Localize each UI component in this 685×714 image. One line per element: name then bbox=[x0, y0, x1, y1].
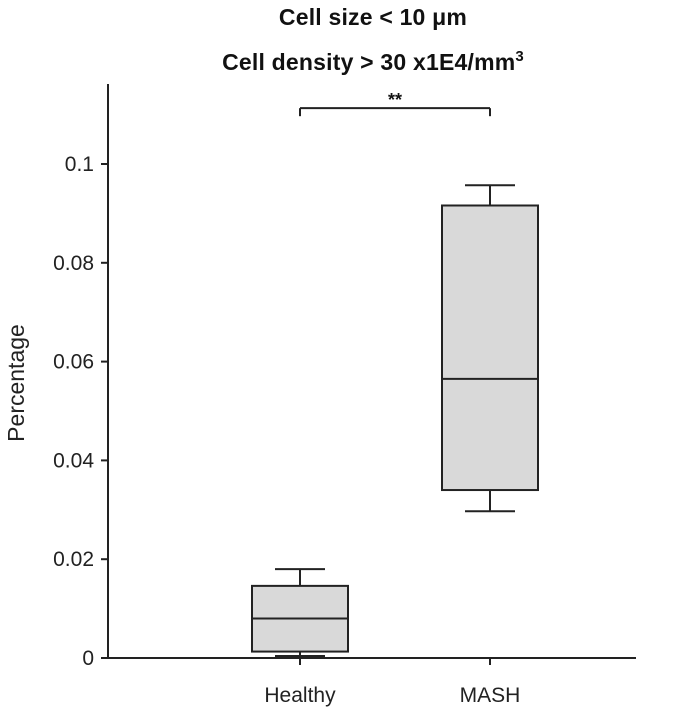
significance-bracket: ** bbox=[299, 90, 491, 117]
y-tick-label: 0.1 bbox=[65, 153, 94, 176]
y-tick-label: 0.02 bbox=[53, 548, 94, 571]
box-healthy bbox=[251, 568, 349, 658]
chart-title-line-2: Cell density > 30 x1E4/mm3 bbox=[108, 48, 638, 76]
y-tick-label: 0 bbox=[82, 647, 94, 670]
y-tick-label: 0.08 bbox=[53, 252, 94, 275]
y-tick-label: 0.06 bbox=[53, 351, 94, 374]
annotations: ** bbox=[299, 90, 491, 117]
boxes bbox=[251, 184, 539, 658]
title-line-2-text: Cell density > 30 x1E4/mm bbox=[222, 49, 516, 75]
significance-label: ** bbox=[388, 90, 402, 110]
box-mash bbox=[441, 184, 539, 513]
title-line-1-text: Cell size < 10 bbox=[278, 4, 433, 30]
axes: 0 0.02 0.04 0.06 0.08 0.1 Healthy MASH bbox=[53, 84, 636, 707]
y-axis-label: Percentage bbox=[3, 324, 29, 442]
y-tick-label: 0.04 bbox=[53, 449, 94, 472]
chart-title-line-1: Cell size < 10 μm bbox=[108, 4, 638, 31]
x-tick-label: MASH bbox=[460, 684, 521, 707]
interquartile-box bbox=[441, 204, 539, 492]
title-line-1-unit: μm bbox=[432, 4, 468, 30]
title-line-2-superscript: 3 bbox=[515, 48, 524, 65]
x-tick-label: Healthy bbox=[264, 684, 336, 707]
